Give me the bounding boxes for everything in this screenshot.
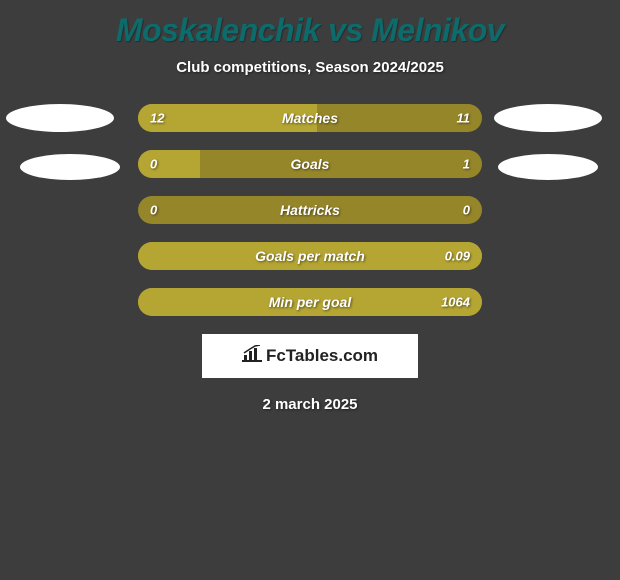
page-title: Moskalenchik vs Melnikov [0, 0, 620, 49]
stat-label: Goals per match [138, 248, 482, 264]
stat-bar-min-per-goal: Min per goal 1064 [138, 288, 482, 316]
chart-icon [242, 345, 262, 368]
stat-bar-matches: 12 Matches 11 [138, 104, 482, 132]
logo-text: FcTables.com [266, 346, 378, 366]
bars-container: 12 Matches 11 0 Goals 1 0 Hattricks 0 [138, 104, 482, 316]
stat-bar-hattricks: 0 Hattricks 0 [138, 196, 482, 224]
stat-value-right: 0.09 [445, 249, 470, 264]
stat-bar-goals: 0 Goals 1 [138, 150, 482, 178]
stat-label: Hattricks [138, 202, 482, 218]
player-right-placeholder-2 [498, 154, 598, 180]
stat-value-right: 0 [463, 203, 470, 218]
comparison-infographic: Moskalenchik vs Melnikov Club competitio… [0, 0, 620, 413]
player-right-placeholder-1 [494, 104, 602, 132]
stat-label: Min per goal [138, 294, 482, 310]
stat-value-right: 1 [463, 157, 470, 172]
stat-bar-goals-per-match: Goals per match 0.09 [138, 242, 482, 270]
date: 2 march 2025 [0, 396, 620, 413]
stat-value-right: 1064 [441, 295, 470, 310]
player-left-placeholder-2 [20, 154, 120, 180]
stats-area: 12 Matches 11 0 Goals 1 0 Hattricks 0 [0, 104, 620, 413]
stat-label: Goals [138, 156, 482, 172]
logo: FcTables.com [242, 345, 378, 368]
subtitle: Club competitions, Season 2024/2025 [0, 59, 620, 76]
logo-box: FcTables.com [202, 334, 418, 378]
player-left-placeholder-1 [6, 104, 114, 132]
stat-label: Matches [138, 110, 482, 126]
stat-value-right: 11 [457, 111, 471, 126]
